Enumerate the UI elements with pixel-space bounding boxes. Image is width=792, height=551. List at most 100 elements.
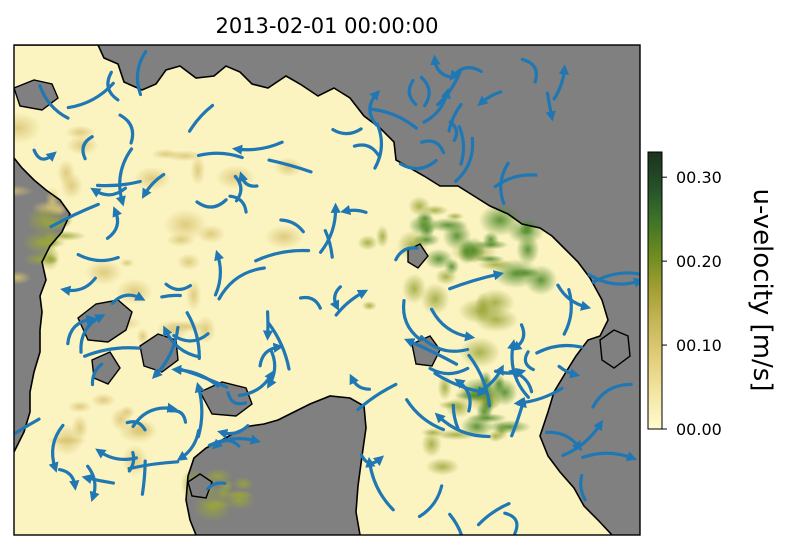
streamline [81, 473, 115, 485]
streamline [60, 276, 97, 296]
streamline [579, 473, 587, 502]
streamline [449, 66, 483, 81]
streamline [365, 456, 395, 512]
streamline [434, 412, 491, 439]
streamline [254, 248, 311, 263]
streamline [38, 84, 70, 120]
streamline [581, 451, 638, 462]
streamline [448, 270, 505, 291]
streamline [125, 420, 147, 432]
streamline [451, 403, 460, 431]
colorbar-tick-label: 00.30 [676, 168, 722, 187]
velocity-patch [68, 400, 92, 413]
streamline [467, 353, 492, 408]
velocity-patch [165, 150, 205, 162]
streamline [369, 107, 418, 130]
streamline [49, 202, 100, 229]
velocity-patch [375, 225, 389, 248]
streamline [140, 459, 147, 496]
streamline [206, 481, 227, 491]
streamline [195, 198, 228, 209]
streamline [76, 253, 120, 263]
streamline [127, 450, 136, 473]
velocity-patch [91, 393, 116, 407]
streamline [32, 148, 57, 162]
colorbar-gradient [647, 151, 663, 430]
streamline [141, 172, 166, 199]
streamline [562, 288, 573, 336]
streamline [511, 323, 526, 351]
velocity-patch [136, 328, 149, 345]
velocity-patch [186, 279, 202, 312]
streamline [545, 430, 583, 452]
streamline [79, 314, 106, 354]
streamline [213, 249, 225, 297]
streamline [188, 103, 215, 133]
streamline [454, 378, 472, 413]
velocity-patch [361, 300, 377, 311]
streamline [217, 424, 250, 439]
velocity-patch [488, 430, 503, 443]
streamline [329, 285, 342, 311]
streamline [545, 91, 556, 122]
streamline [258, 342, 284, 368]
streamline [319, 202, 341, 254]
velocity-patch [71, 415, 89, 441]
velocity-patch [412, 233, 440, 247]
velocity-patch [129, 421, 154, 438]
streamline [267, 158, 313, 174]
streamline [95, 448, 138, 461]
velocity-patch [176, 253, 201, 271]
colorbar: 00.00 00.10 00.20 00.30 u-velocity [m/s] [647, 151, 777, 439]
velocity-patch [164, 320, 208, 333]
streamline [331, 127, 363, 136]
streamline [110, 291, 146, 305]
streamline [373, 122, 383, 170]
velocity-patch [25, 206, 65, 235]
streamline [226, 391, 248, 406]
streamline [448, 120, 459, 142]
velocity-patch [460, 415, 494, 438]
streamline [422, 88, 451, 124]
velocity-patch [232, 476, 254, 491]
streamline [401, 299, 422, 342]
streamline [419, 75, 431, 108]
velocity-patch [476, 402, 492, 422]
streamline [405, 398, 446, 432]
velocity-patch [402, 273, 427, 304]
streamline [349, 373, 371, 391]
streamline [171, 364, 220, 388]
streamline [90, 362, 104, 387]
velocity-patch [14, 184, 34, 198]
velocity-patch [507, 219, 544, 244]
streamline [299, 295, 322, 310]
velocity-patch [119, 258, 135, 268]
colorbar-ticks: 00.00 00.10 00.20 00.30 [662, 168, 722, 439]
streamline [457, 125, 466, 166]
velocity-patch [424, 248, 454, 270]
streamline [591, 382, 633, 409]
streamline [356, 382, 398, 412]
streamline [561, 419, 604, 457]
streamline [552, 64, 570, 101]
velocity-patch [420, 283, 450, 315]
velocity-patch [459, 337, 500, 368]
velocity-patch [485, 420, 532, 434]
velocity-patch [133, 166, 171, 191]
velocity-patch [14, 112, 41, 144]
streamline [58, 468, 80, 491]
streamline [352, 143, 380, 157]
streamline [420, 139, 446, 155]
streamline [90, 186, 127, 198]
streamline [447, 103, 463, 133]
streamline [323, 229, 334, 259]
velocity-patch [524, 265, 558, 296]
chart-title: 2013-02-01 00:00:00 [215, 14, 438, 38]
velocity-patch [425, 458, 460, 476]
streamline [493, 173, 538, 189]
streamline [14, 417, 41, 436]
streamline [48, 423, 65, 473]
streamline [118, 113, 135, 145]
velocity-patch [45, 255, 59, 265]
velocity-patch [421, 431, 442, 458]
